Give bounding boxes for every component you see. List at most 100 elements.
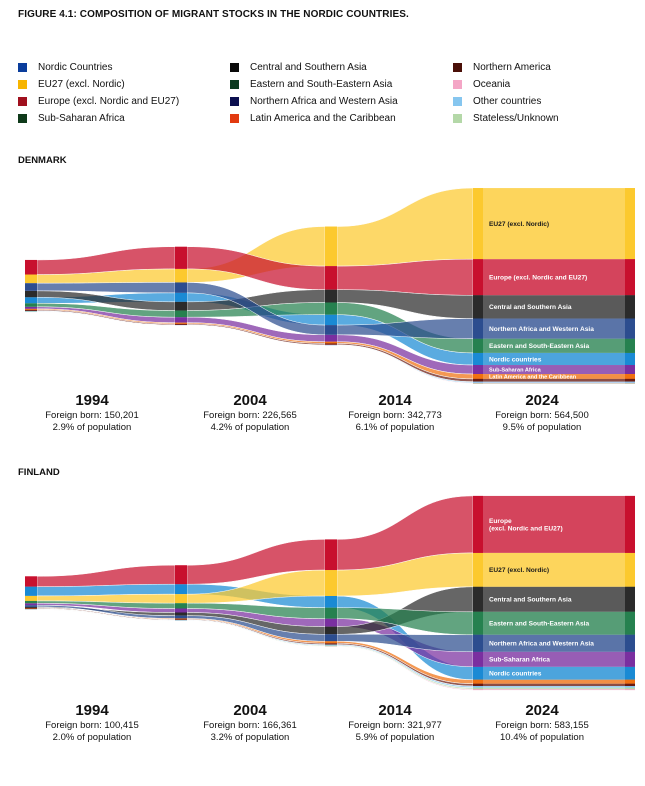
node-edge-left [473, 365, 483, 375]
node-nordic-2024 [473, 352, 635, 366]
node-nordic-2024 [473, 666, 635, 680]
node-csa-2004 [175, 301, 187, 311]
node-edge-left [473, 686, 483, 688]
node-edge-left [473, 683, 483, 687]
node-label-csa: Central and Southern Asia [489, 304, 572, 311]
year-label: 2004 [233, 392, 267, 409]
node-edge-left [473, 679, 483, 684]
foreign-born-count: Foreign born: 583,155 [495, 720, 589, 731]
population-share: 5.9% of population [355, 732, 435, 743]
node-label-csa: Central and Southern Asia [489, 597, 572, 604]
legend-item-oceania: Oceania [453, 79, 510, 90]
node-esea-2004 [175, 310, 187, 318]
node-edge-left [473, 382, 483, 384]
chart-denmark: Nordic countries EU27 (excl. Nordic) Europ… [25, 187, 635, 384]
node-label-eu27: EU27 (excl. Nordic) [489, 567, 549, 574]
node-europe-2024 [473, 495, 635, 553]
node-edge-right [625, 666, 635, 680]
node-nordic-2014 [325, 314, 337, 326]
legend-swatch [453, 114, 462, 123]
node-other-2024 [473, 686, 635, 688]
year-stat-finland-2024: 2024 Foreign born: 583,155 10.4% of popula… [462, 702, 622, 744]
node-nawa-2004 [175, 282, 187, 293]
node-eu27-2004 [175, 594, 187, 604]
node-edge-left [473, 586, 483, 612]
node-edge-right [625, 552, 635, 587]
node-eu27-1994 [25, 274, 37, 284]
node-ssa-1994 [25, 603, 37, 606]
node-edge-left [473, 374, 483, 379]
foreign-born-count: Foreign born: 342,773 [348, 410, 442, 421]
node-ssa-2004 [175, 317, 187, 323]
node-edge-right [625, 318, 635, 339]
legend-item-csa: Central and Southern Asia [230, 62, 367, 73]
node-ssa-1994 [25, 306, 37, 309]
node-eu27-2024 [473, 188, 635, 260]
node-eu27-2004 [175, 268, 187, 283]
node-edge-right [625, 611, 635, 635]
year-label: 2014 [378, 392, 412, 409]
node-esea-2014 [325, 607, 337, 619]
legend-swatch [230, 80, 239, 89]
population-share: 3.2% of population [210, 732, 290, 743]
node-eu27-2024 [473, 552, 635, 587]
node-edge-left [473, 259, 483, 296]
node-europe-2014 [325, 539, 337, 571]
flow-stateless-1994-2004 [36, 609, 176, 622]
legend-label: Northern America [473, 62, 551, 73]
node-ssa-2024 [473, 651, 635, 667]
population-share: 10.4% of population [500, 732, 584, 743]
legend-swatch [18, 80, 27, 89]
node-latam-2024 [473, 374, 635, 379]
year-stat-finland-1994: 1994 Foreign born: 100,415 2.0% of populat… [12, 702, 172, 744]
node-oceania-2024 [473, 689, 635, 691]
node-nordic-1994 [25, 297, 37, 304]
node-csa-2004 [175, 612, 187, 616]
node-edge-right [625, 352, 635, 366]
node-edge-left [473, 378, 483, 382]
year-label: 1994 [75, 392, 109, 409]
node-ssa-2004 [175, 608, 187, 613]
node-latam-1994 [25, 308, 37, 310]
node-stateless-2024 [473, 383, 635, 384]
year-label: 2024 [525, 392, 559, 409]
node-nawa-1994 [25, 283, 37, 291]
node-label-ssa: Sub-Saharan Africa [489, 368, 542, 374]
legend-swatch [18, 97, 27, 106]
node-csa-1994 [25, 290, 37, 298]
node-other-1994 [25, 310, 37, 312]
node-edge-right [625, 634, 635, 652]
node-nawa-2014 [325, 325, 337, 335]
legend-item-other: Other countries [453, 96, 541, 107]
country-title-denmark: DENMARK [18, 155, 67, 166]
node-esea-1994 [25, 303, 37, 307]
node-esea-1994 [25, 600, 37, 604]
node-label-nordic: Nordic countries [489, 671, 542, 678]
node-latam-2014 [325, 341, 337, 344]
node-edge-right [625, 381, 635, 383]
node-esea-2014 [325, 302, 337, 315]
node-label-nordic: Nordic countries [489, 356, 542, 363]
node-label-europe: Europe (excl. Nordic and EU27) [489, 275, 587, 282]
year-stat-denmark-2004: 2004 Foreign born: 226,565 4.2% of populat… [170, 392, 330, 434]
flow-esea-2004-2014 [186, 602, 326, 619]
node-ssa-2024 [473, 365, 635, 375]
node-edge-right [625, 338, 635, 353]
foreign-born-count: Foreign born: 226,565 [203, 410, 297, 421]
node-csa-2014 [325, 626, 337, 635]
node-edge-left [473, 352, 483, 366]
node-nordic-1994 [25, 586, 37, 596]
node-edge-right [625, 295, 635, 319]
node-eu27-2014 [325, 226, 337, 267]
legend-swatch [230, 97, 239, 106]
node-nam-2004 [175, 619, 187, 621]
population-share: 9.5% of population [502, 422, 582, 433]
node-eu27-2014 [325, 570, 337, 596]
legend-item-europe: Europe (excl. Nordic and EU27) [18, 96, 179, 107]
legend-item-eu27: EU27 (excl. Nordic) [18, 79, 125, 90]
node-nam-1994 [25, 309, 37, 311]
node-edge-right [625, 651, 635, 667]
node-edge-right [625, 382, 635, 384]
foreign-born-count: Foreign born: 166,361 [203, 720, 297, 731]
